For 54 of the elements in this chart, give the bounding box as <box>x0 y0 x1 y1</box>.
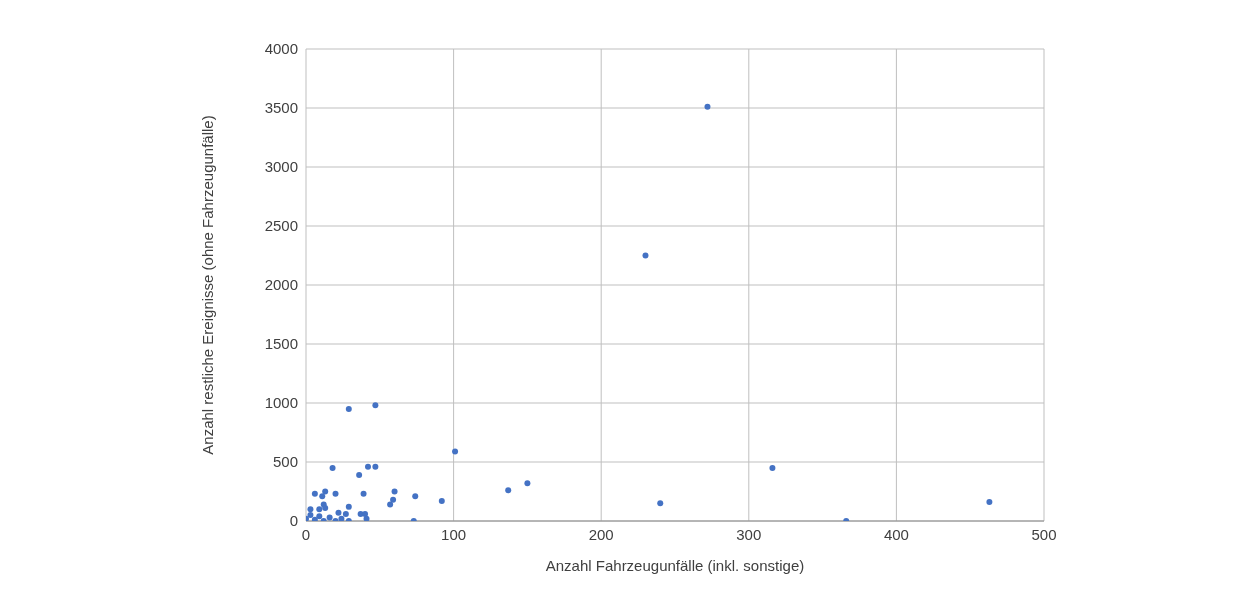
point <box>390 496 397 503</box>
point <box>332 490 339 497</box>
x-tick-label: 400 <box>883 525 909 543</box>
y-tick-label: 2500 <box>264 217 298 235</box>
point <box>452 448 459 455</box>
point <box>322 488 329 495</box>
point <box>316 506 323 513</box>
point <box>769 464 776 471</box>
point <box>657 500 664 507</box>
point <box>345 503 352 510</box>
y-tick-label: 0 <box>289 512 298 530</box>
point <box>319 493 326 500</box>
point <box>342 510 349 517</box>
point <box>307 506 314 513</box>
point <box>412 493 419 500</box>
y-axis-title: Anzahl restliche Ereignisse (ohne Fahrzeugunfälle) <box>199 115 217 455</box>
point <box>316 513 323 520</box>
point <box>311 516 318 521</box>
y-tick-label: 3000 <box>264 158 298 176</box>
x-tick-label: 100 <box>441 525 467 543</box>
x-tick-label: 0 <box>301 525 311 543</box>
point <box>307 512 314 519</box>
x-axis-title: Anzahl Fahrzeugunfälle (inkl. sonstige) <box>545 557 805 574</box>
point <box>362 510 369 517</box>
x-tick-label: 500 <box>1031 525 1057 543</box>
x-tick-label: 300 <box>736 525 762 543</box>
point <box>524 480 531 487</box>
point <box>372 463 379 470</box>
point <box>986 499 993 506</box>
point <box>360 490 367 497</box>
point <box>338 515 345 521</box>
point <box>372 402 379 409</box>
point <box>363 515 370 521</box>
y-tick-label: 4000 <box>264 40 298 58</box>
point <box>356 471 363 478</box>
y-tick-label: 1000 <box>264 394 298 412</box>
point <box>345 405 352 412</box>
y-tick-label: 3500 <box>264 99 298 117</box>
y-tick-label: 2000 <box>264 276 298 294</box>
point <box>391 488 398 495</box>
point <box>335 509 342 516</box>
point <box>326 514 333 521</box>
point <box>704 103 711 110</box>
point <box>642 252 649 259</box>
point <box>364 463 371 470</box>
x-tick-label: 200 <box>588 525 614 543</box>
y-tick-label: 1500 <box>264 335 298 353</box>
y-tick-label: 500 <box>272 453 298 471</box>
point <box>438 497 445 504</box>
point <box>322 505 329 512</box>
point <box>505 487 512 494</box>
point <box>311 490 318 497</box>
point <box>387 501 394 508</box>
point <box>329 464 336 471</box>
